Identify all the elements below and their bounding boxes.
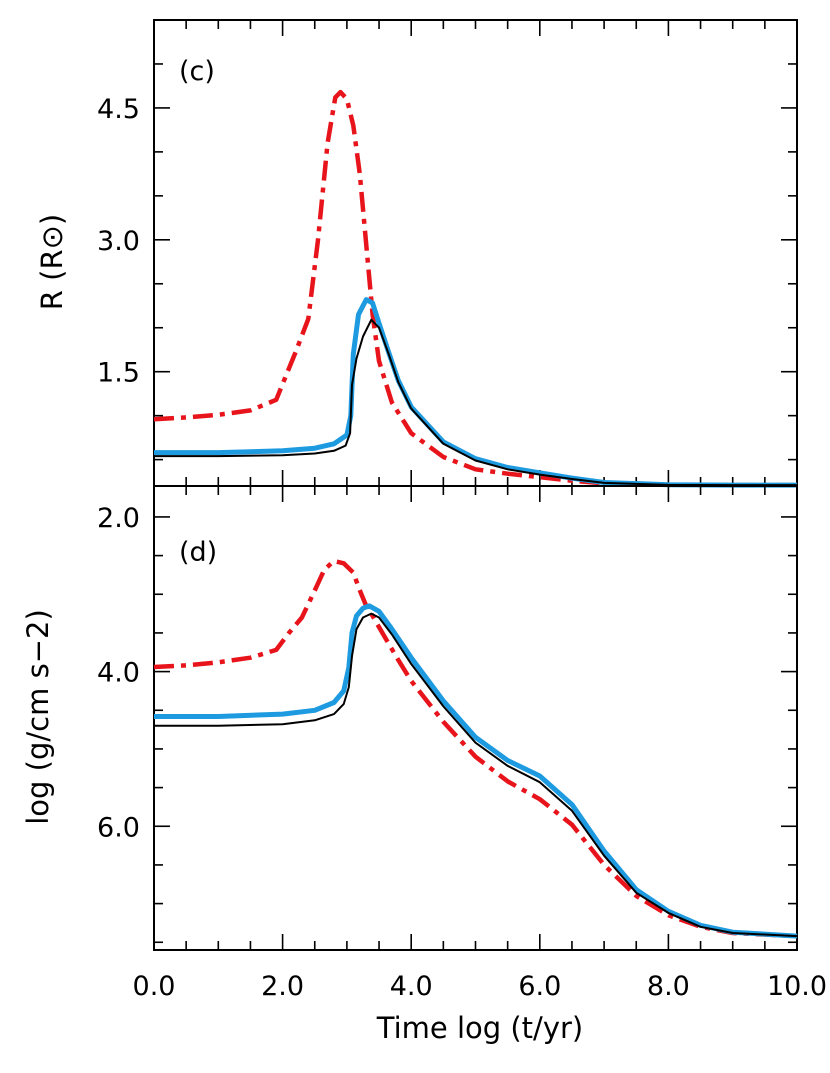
y-tick-label: 3.0 bbox=[97, 226, 140, 257]
panel-c-ylabel: R (R⊙) bbox=[35, 214, 69, 310]
x-tick-label: 0.0 bbox=[133, 971, 176, 1002]
x-tick-label: 6.0 bbox=[518, 971, 561, 1002]
y-tick-label: 1.5 bbox=[97, 358, 140, 389]
panel-d-ytick-labels: 2.0 4.0 6.0 bbox=[97, 503, 140, 843]
y-tick-label: 4.5 bbox=[97, 94, 140, 125]
panel-c-label: (c) bbox=[179, 56, 215, 87]
series-line-black-thin bbox=[154, 612, 798, 938]
x-tick-label: 4.0 bbox=[390, 971, 433, 1002]
panel-d-label: (d) bbox=[179, 537, 217, 568]
panel-d-frame bbox=[153, 485, 798, 951]
series-line-red-dashdot bbox=[153, 558, 798, 939]
panel-d-curves bbox=[153, 558, 798, 939]
x-tick-label: 2.0 bbox=[261, 971, 304, 1002]
y-tick-label: 6.0 bbox=[97, 812, 140, 843]
series-line-red-dashdot bbox=[153, 89, 797, 488]
panel-c-frame bbox=[153, 19, 798, 487]
series-line-blue-thick bbox=[154, 603, 798, 939]
panel-c: 4.5 3.0 1.5 (c) R (R⊙) bbox=[35, 19, 798, 488]
y-tick-label: 2.0 bbox=[97, 503, 140, 534]
x-tick-label: 10.0 bbox=[767, 971, 827, 1002]
panel-d-ylabel: log (g/cm s−2) bbox=[21, 609, 55, 825]
panel-c-curves bbox=[153, 89, 797, 488]
x-tick-labels: 0.0 2.0 4.0 6.0 8.0 10.0 bbox=[133, 971, 828, 1002]
panel-d-ticks bbox=[153, 486, 798, 950]
x-tick-label: 8.0 bbox=[647, 971, 690, 1002]
panel-d: 2.0 4.0 6.0 (d) log (g/cm s−2) bbox=[21, 485, 798, 951]
series-line-black-thin bbox=[154, 318, 797, 487]
x-axis-title: Time log (t/yr) bbox=[376, 1011, 583, 1045]
panel-c-ytick-labels: 4.5 3.0 1.5 bbox=[97, 94, 140, 389]
panel-c-ticks bbox=[153, 20, 798, 486]
y-tick-label: 4.0 bbox=[97, 658, 140, 689]
series-line-blue-thick bbox=[154, 297, 797, 488]
